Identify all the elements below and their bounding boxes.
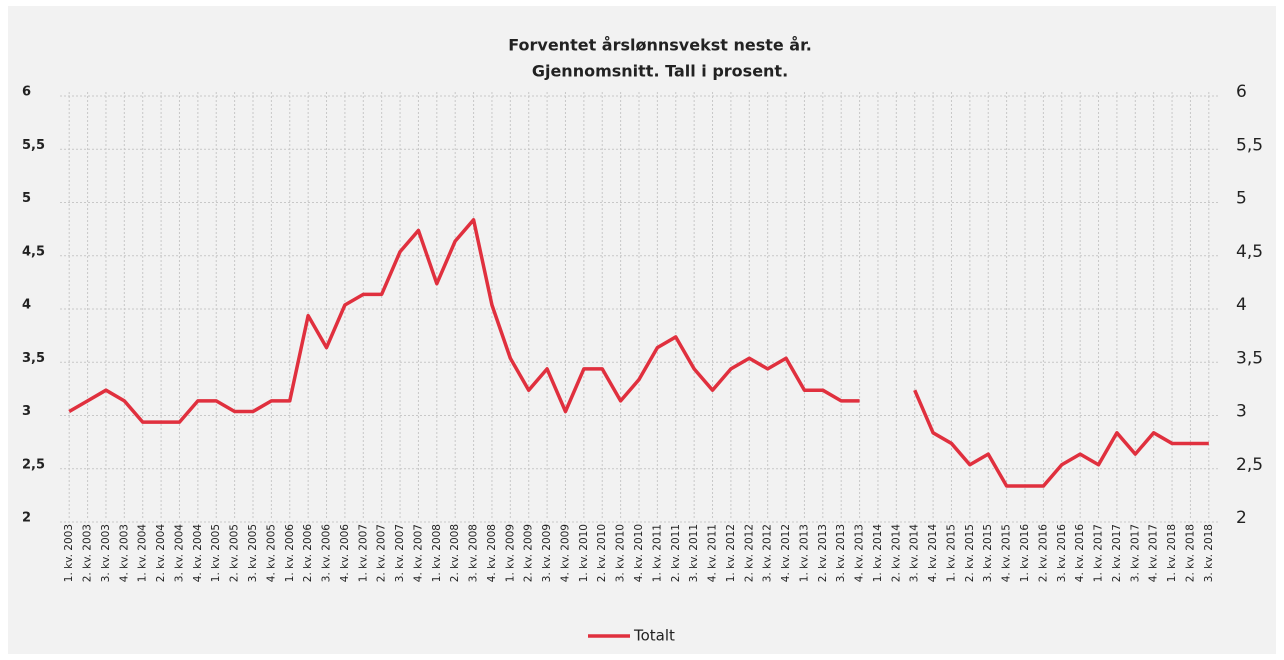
x-tick-label: 3. kv. 2004 [173, 524, 185, 583]
x-tick-label: 3. kv. 2018 [1203, 524, 1215, 582]
x-tick-label: 3. kv. 2010 [615, 524, 627, 582]
x-tick-label: 3. kv. 2006 [321, 524, 333, 583]
x-tick-label: 4. kv. 2016 [1074, 524, 1086, 583]
x-tick-label: 2. kv. 2013 [817, 524, 829, 582]
x-tick-label: 3. kv. 2013 [835, 524, 847, 582]
y2-tick-label: 3 [1236, 402, 1247, 422]
x-tick-label: 3. kv. 2005 [247, 524, 259, 582]
y-tick-label: 3,5 [22, 351, 45, 366]
x-tick-label: 3. kv. 2008 [468, 524, 480, 582]
x-tick-label: 2. kv. 2006 [302, 524, 314, 583]
x-tick-label: 3. kv. 2007 [394, 524, 406, 582]
y-tick-label: 2,5 [22, 457, 45, 472]
y-tick-label: 2 [22, 511, 31, 526]
x-tick-label: 4. kv. 2007 [412, 524, 424, 582]
x-tick-label: 2. kv. 2012 [743, 524, 755, 582]
x-tick-label: 2. kv. 2005 [229, 524, 241, 582]
y-tick-label: 6 [22, 85, 31, 100]
x-tick-label: 1. kv. 2004 [137, 524, 149, 583]
x-tick-label: 1. kv. 2012 [725, 524, 737, 582]
x-tick-label: 4. kv. 2011 [707, 524, 719, 582]
x-tick-label: 1. kv. 2010 [578, 524, 590, 582]
y2-tick-label: 6 [1236, 82, 1247, 102]
x-tick-label: 1. kv. 2007 [357, 524, 369, 582]
x-tick-label: 4. kv. 2013 [854, 524, 866, 582]
x-tick-label: 1. kv. 2015 [945, 524, 957, 582]
x-tick-label: 1. kv. 2011 [651, 524, 663, 582]
x-tick-label: 2. kv. 2007 [376, 524, 388, 582]
y-tick-label: 5 [22, 191, 31, 206]
x-tick-label: 3. kv. 2003 [100, 524, 112, 582]
y-tick-label: 4,5 [22, 244, 45, 259]
x-tick-label: 2. kv. 2017 [1111, 524, 1123, 582]
x-tick-label: 1. kv. 2016 [1019, 524, 1031, 583]
y2-tick-label: 4 [1236, 295, 1247, 315]
x-tick-label: 1. kv. 2014 [872, 524, 884, 583]
x-tick-label: 1. kv. 2017 [1093, 524, 1105, 582]
x-tick-label: 2. kv. 2009 [523, 524, 535, 582]
y2-tick-label: 3,5 [1236, 348, 1263, 368]
x-tick-label: 3. kv. 2017 [1129, 524, 1141, 582]
x-tick-label: 4. kv. 2008 [486, 524, 498, 582]
x-tick-label: 4. kv. 2005 [265, 524, 277, 582]
chart-title: Forventet årslønnsvekst neste år. [508, 36, 812, 55]
x-tick-label: 4. kv. 2006 [339, 524, 351, 583]
x-tick-label: 1. kv. 2009 [504, 524, 516, 582]
chart-subtitle: Gjennomsnitt. Tall i prosent. [532, 62, 788, 81]
y2-tick-label: 5,5 [1236, 135, 1263, 155]
x-tick-label: 4. kv. 2015 [1001, 524, 1013, 582]
x-tick-label: 1. kv. 2003 [63, 524, 75, 582]
x-tick-label: 3. kv. 2011 [688, 524, 700, 582]
x-tick-label: 2. kv. 2018 [1184, 524, 1196, 582]
y-tick-label: 3 [22, 404, 31, 419]
x-tick-label: 1. kv. 2018 [1166, 524, 1178, 582]
background [8, 6, 1276, 654]
x-tick-label: 4. kv. 2010 [633, 524, 645, 582]
x-tick-label: 2. kv. 2016 [1037, 524, 1049, 583]
y-tick-label: 4 [22, 298, 31, 313]
x-tick-label: 2. kv. 2015 [964, 524, 976, 582]
x-tick-label: 4. kv. 2012 [780, 524, 792, 582]
line-series [68, 218, 1209, 488]
x-tick-label: 3. kv. 2016 [1056, 524, 1068, 583]
x-tick-label: 1. kv. 2013 [798, 524, 810, 582]
x-tick-label: 2. kv. 2014 [890, 524, 902, 583]
x-tick-label: 1. kv. 2008 [431, 524, 443, 582]
x-tick-label: 2. kv. 2003 [82, 524, 94, 582]
y-tick-label: 5,5 [22, 138, 45, 153]
y2-tick-label: 5 [1236, 189, 1247, 209]
x-tick-label: 4. kv. 2017 [1148, 524, 1160, 582]
x-tick-label: 3. kv. 2012 [762, 524, 774, 582]
x-tick-label: 4. kv. 2003 [118, 524, 130, 582]
legend-label: Totalt [633, 627, 675, 645]
y2-tick-label: 2,5 [1236, 455, 1263, 475]
x-tick-label: 2. kv. 2011 [670, 524, 682, 582]
x-tick-label: 4. kv. 2004 [192, 524, 204, 583]
x-tick-label: 2. kv. 2004 [155, 524, 167, 583]
y2-tick-label: 4,5 [1236, 242, 1263, 262]
x-tick-label: 3. kv. 2014 [909, 524, 921, 583]
x-tick-label: 2. kv. 2008 [449, 524, 461, 582]
x-tick-label: 3. kv. 2015 [982, 524, 994, 582]
x-tick-label: 4. kv. 2014 [927, 524, 939, 583]
x-tick-label: 1. kv. 2006 [284, 524, 296, 583]
x-tick-label: 2. kv. 2010 [596, 524, 608, 582]
x-tick-label: 4. kv. 2009 [559, 524, 571, 582]
y2-tick-label: 2 [1236, 508, 1247, 528]
x-tick-label: 1. kv. 2005 [210, 524, 222, 582]
x-tick-label: 3. kv. 2009 [541, 524, 553, 582]
